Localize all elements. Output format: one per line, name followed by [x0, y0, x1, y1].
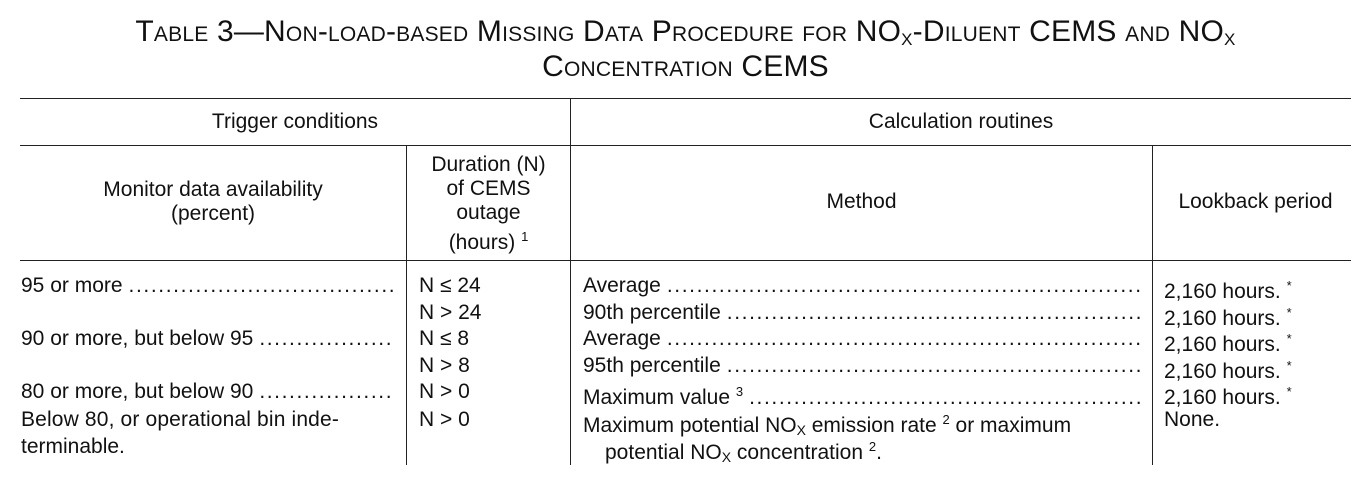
row-duration: N > 24 — [419, 301, 482, 324]
header-duration-line-4: (hours) 1 — [407, 225, 570, 255]
lookback-text: 2,160 hours. — [1164, 360, 1281, 383]
header-mid-rule — [20, 145, 1351, 146]
table-title-line-1: Table 3—Non-load-based Missing Data Proc… — [0, 14, 1371, 58]
header-duration-line-2: of CEMS — [446, 177, 531, 200]
last-row-availability-1: Below 80, or operational bin inde- — [21, 408, 339, 431]
availability-text: 80 or more, but below 90 — [21, 380, 254, 403]
row-availability: 95 or more..............................… — [21, 273, 395, 299]
asterisk-footnote-marker: * — [1286, 305, 1292, 320]
title-text-a: Table 3—Non-load-based Missing Data Proc… — [135, 15, 902, 48]
leader-dots: ........................................… — [259, 327, 395, 350]
method-text: concentration — [731, 441, 863, 464]
row-duration: N ≤ 8 — [419, 327, 470, 350]
last-row-lookback: None. — [1164, 408, 1221, 431]
row-method: 90th percentile.........................… — [583, 300, 1140, 326]
last-row-method-line-2: potential NOX concentration 2. — [605, 434, 1145, 470]
header-duration-line-3: outage — [456, 201, 521, 224]
leader-dots: ........................................… — [128, 274, 395, 297]
method-text: 95th percentile — [583, 354, 721, 377]
method-text: 90th percentile — [583, 301, 721, 324]
method-text: Average — [583, 274, 661, 297]
leader-dots: ........................................… — [726, 354, 1140, 377]
leader-dots: ........................................… — [726, 301, 1140, 324]
row-method: Maximum value 3.........................… — [583, 379, 1140, 411]
method-text: Maximum potential NO — [583, 414, 797, 437]
row-availability: 80 or more, but below 90................… — [21, 379, 395, 405]
lookback-text: 2,160 hours. — [1164, 307, 1281, 330]
method-text: emission rate — [805, 414, 937, 437]
footnote-2-marker: 2 — [868, 439, 877, 454]
leader-dots: ........................................… — [749, 386, 1140, 409]
row-availability: 90 or more, but below 95................… — [21, 326, 395, 352]
leader-dots: ........................................… — [666, 274, 1140, 297]
row-duration: N ≤ 24 — [419, 274, 481, 297]
method-text: potential NO — [605, 441, 722, 464]
header-trigger-conditions: Trigger conditions — [211, 110, 379, 133]
row-lookback: 2,160 hours. * — [1164, 379, 1344, 411]
row-lookback: 2,160 hours. * — [1164, 326, 1344, 358]
header-duration: Duration (N) of CEMS outage (hours) 1 — [407, 153, 570, 255]
table-top-rule — [20, 98, 1351, 99]
last-row-method-line-1: Maximum potential NOX emission rate 2 or… — [583, 407, 1143, 443]
footnote-1-marker: 1 — [521, 229, 529, 244]
footnote-2-marker: 2 — [942, 412, 950, 427]
asterisk-footnote-marker: * — [1286, 331, 1292, 346]
method-text: . — [876, 441, 882, 464]
header-duration-line-1: Duration (N) — [431, 153, 546, 176]
header-lookback-period: Lookback period — [1178, 190, 1333, 213]
header-monitor-line-1: Monitor data availability — [103, 178, 323, 201]
column-divider-2 — [570, 98, 571, 465]
title-text-b: -Diluent CEMS and NO — [912, 15, 1225, 48]
asterisk-footnote-marker: * — [1286, 358, 1292, 373]
last-row-duration: N > 0 — [419, 408, 470, 431]
duration-hours-label: (hours) — [448, 231, 516, 254]
asterisk-footnote-marker: * — [1286, 278, 1292, 293]
last-row-availability-2: terminable. — [21, 435, 125, 458]
method-text: or maximum — [949, 414, 1072, 437]
row-lookback: 2,160 hours. * — [1164, 353, 1344, 385]
column-divider-3 — [1152, 145, 1153, 465]
asterisk-footnote-marker: * — [1286, 384, 1292, 399]
header-calculation-routines: Calculation routines — [868, 110, 1054, 133]
method-subscript: X — [721, 449, 732, 465]
lookback-text: 2,160 hours. — [1164, 386, 1281, 409]
row-lookback: 2,160 hours. * — [1164, 300, 1344, 332]
table-title-line-2: Concentration CEMS — [542, 50, 829, 83]
method-text: Maximum value 3 — [583, 384, 744, 409]
row-duration: N > 0 — [419, 380, 470, 403]
row-duration: N > 8 — [419, 354, 470, 377]
row-method: 95th percentile.........................… — [583, 353, 1140, 379]
title-subscript-2: X — [1224, 30, 1236, 49]
header-method: Method — [826, 190, 897, 213]
footnote-3-marker: 3 — [735, 384, 744, 399]
method-text: Average — [583, 327, 661, 350]
column-divider-1 — [406, 145, 407, 465]
lookback-text: 2,160 hours. — [1164, 333, 1281, 356]
leader-dots: ........................................… — [259, 380, 395, 403]
header-monitor-availability: Monitor data availability (percent) — [20, 178, 406, 226]
header-bottom-rule — [20, 260, 1351, 261]
method-subscript: X — [796, 422, 806, 438]
row-method: Average.................................… — [583, 326, 1140, 352]
availability-text: 95 or more — [21, 274, 123, 297]
title-subscript-1: X — [901, 30, 913, 49]
availability-text: 90 or more, but below 95 — [21, 327, 254, 350]
row-lookback: 2,160 hours. * — [1164, 273, 1344, 305]
leader-dots: ........................................… — [666, 327, 1140, 350]
header-monitor-line-2: (percent) — [170, 202, 256, 225]
lookback-text: 2,160 hours. — [1164, 280, 1281, 303]
row-method: Average.................................… — [583, 273, 1140, 299]
